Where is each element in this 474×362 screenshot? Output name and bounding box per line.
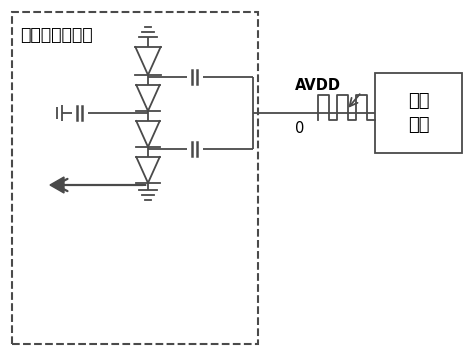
- FancyArrow shape: [50, 177, 146, 193]
- Bar: [375, 73, 462, 153]
- Text: 驱动
芯片: 驱动 芯片: [408, 92, 429, 134]
- Text: AVDD: AVDD: [295, 78, 341, 93]
- Text: 电荷泵功能电路: 电荷泵功能电路: [20, 26, 92, 44]
- Bar: [12, 12, 258, 344]
- Text: 0: 0: [295, 121, 304, 136]
